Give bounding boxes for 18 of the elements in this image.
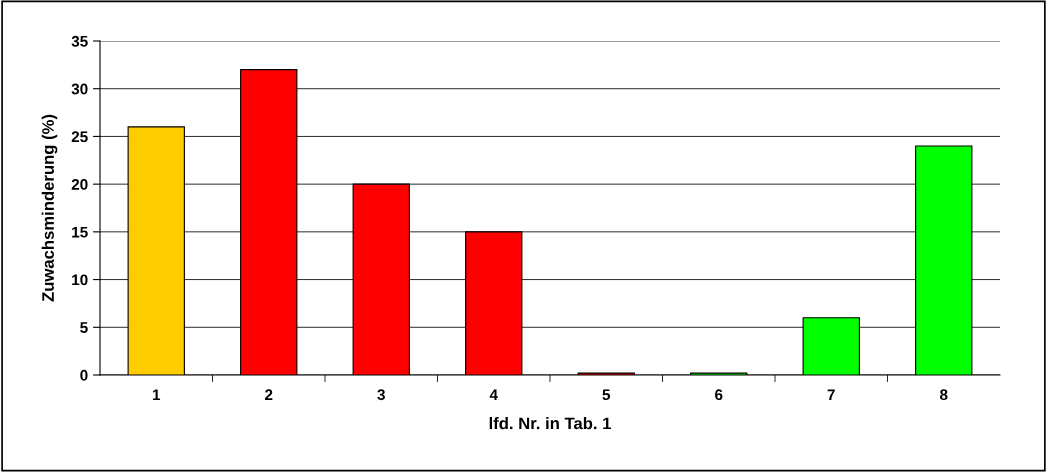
y-tick-label: 10: [72, 274, 88, 286]
x-axis-title: lfd. Nr. in Tab. 1: [489, 417, 611, 430]
x-tick-label: 2: [265, 389, 273, 400]
x-tick-label: 3: [377, 389, 385, 401]
y-tick-label: 5: [80, 322, 88, 333]
y-tick-label: 35: [71, 35, 88, 47]
y-tick-label: 15: [72, 226, 88, 238]
y-tick-label: 30: [71, 83, 88, 95]
x-tick-label: 1: [152, 389, 161, 400]
x-tick-label: 7: [827, 389, 835, 400]
x-tick-label: 6: [715, 389, 723, 401]
y-tick-label: 20: [71, 179, 88, 190]
y-tick-label: 25: [71, 131, 88, 143]
x-tick-label: 4: [489, 389, 498, 400]
x-tick-label: 5: [602, 389, 611, 401]
y-axis-title: Zuwachsminderung (%): [41, 114, 58, 302]
y-tick-label: 0: [80, 369, 88, 381]
x-tick-label: 8: [939, 389, 948, 401]
